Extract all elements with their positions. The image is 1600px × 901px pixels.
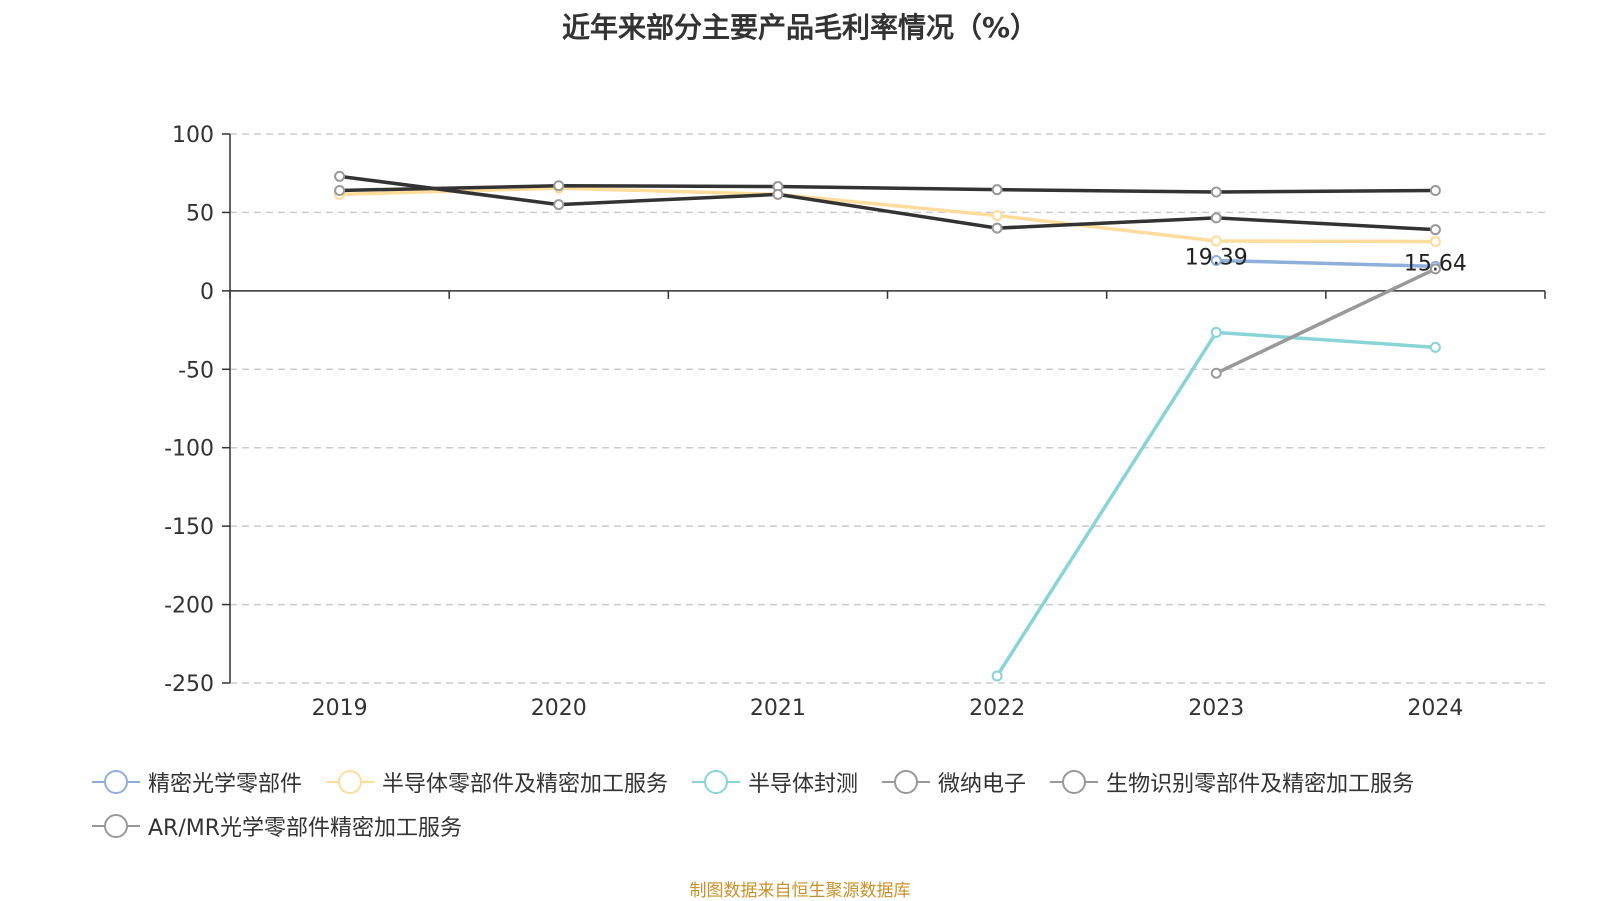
series-line <box>995 330 1436 677</box>
legend: 精密光学零部件 半导体零部件及精密加工服务 半导体封测 微纳电子 生物识别零部件及精密加… <box>92 760 1532 848</box>
y-tick-label: -100 <box>164 437 214 462</box>
y-tick-label: -200 <box>164 594 214 619</box>
legend-row: 精密光学零部件 半导体零部件及精密加工服务 半导体封测 微纳电子 生物识别零部件及精密加… <box>92 760 1532 804</box>
y-tick-label: -250 <box>164 672 214 697</box>
legend-item[interactable]: 微纳电子 <box>882 766 1026 798</box>
legend-label: 精密光学零部件 <box>148 772 303 797</box>
data-point <box>1429 341 1441 353</box>
legend-symbol-icon <box>882 770 931 794</box>
data-point <box>1210 235 1222 247</box>
x-tick-label: 2019 <box>312 696 368 721</box>
data-point <box>991 222 1003 234</box>
chart-title: 近年来部分主要产品毛利率情况（%） <box>561 11 1039 44</box>
data-point <box>991 184 1003 196</box>
data-point <box>553 199 565 211</box>
data-point <box>1210 367 1222 379</box>
x-tick-label: 2024 <box>1407 696 1463 721</box>
legend-label: 半导体零部件及精密加工服务 <box>382 772 669 797</box>
data-point <box>772 188 784 200</box>
x-tick-label: 2022 <box>969 696 1025 721</box>
legend-item[interactable]: 生物识别零部件及精密加工服务 <box>1050 766 1414 798</box>
legend-item[interactable]: AR/MR光学零部件精密加工服务 <box>92 810 462 842</box>
series-line <box>1215 267 1437 375</box>
data-point <box>334 184 346 196</box>
legend-label: AR/MR光学零部件精密加工服务 <box>148 816 463 841</box>
data-label: 15.64 <box>1404 251 1467 276</box>
data-point <box>1429 263 1441 275</box>
x-tick-label: 2021 <box>750 696 806 721</box>
series-line <box>339 186 1436 244</box>
legend-label: 微纳电子 <box>938 772 1027 797</box>
legend-label: 半导体封测 <box>748 772 859 797</box>
data-point <box>1429 224 1441 236</box>
legend-item[interactable]: 半导体封测 <box>692 766 858 798</box>
legend-symbol-icon <box>92 770 140 794</box>
x-tick-label: 2020 <box>531 696 587 721</box>
legend-symbol-icon <box>1050 770 1099 794</box>
legend-symbol-icon <box>692 770 741 794</box>
line-chart: 100 50 0 -50 -100 -150 -200 -250 2019 2020 2021 202… <box>164 123 1546 721</box>
series-line <box>339 174 1436 232</box>
y-tick-label: -50 <box>178 358 214 383</box>
y-tick-label: -150 <box>164 515 214 540</box>
data-point <box>1429 184 1441 196</box>
source-note: 制图数据来自恒生聚源数据库 <box>689 881 911 901</box>
data-point <box>553 180 565 192</box>
data-point <box>991 210 1003 222</box>
series-line <box>1216 258 1436 269</box>
legend-item[interactable]: 半导体零部件及精密加工服务 <box>326 766 668 798</box>
legend-symbol-icon <box>92 814 140 838</box>
data-label: 19.39 <box>1185 245 1248 270</box>
legend-symbol-icon <box>326 770 375 794</box>
legend-row: AR/MR光学零部件精密加工服务 <box>92 804 1532 848</box>
legend-item[interactable]: 精密光学零部件 <box>92 766 302 798</box>
y-tick-label: 0 <box>200 280 214 305</box>
data-point <box>1210 254 1222 266</box>
legend-label: 生物识别零部件及精密加工服务 <box>1106 772 1415 797</box>
series-line <box>339 184 1436 194</box>
data-point <box>1210 186 1222 198</box>
x-tick-label: 2023 <box>1188 696 1244 721</box>
data-point <box>334 170 346 182</box>
data-point <box>1210 212 1222 224</box>
y-tick-label: 50 <box>186 201 214 226</box>
y-tick-label: 100 <box>172 123 214 148</box>
data-point <box>1210 326 1222 338</box>
data-point <box>991 670 1003 682</box>
data-point <box>1429 235 1441 247</box>
